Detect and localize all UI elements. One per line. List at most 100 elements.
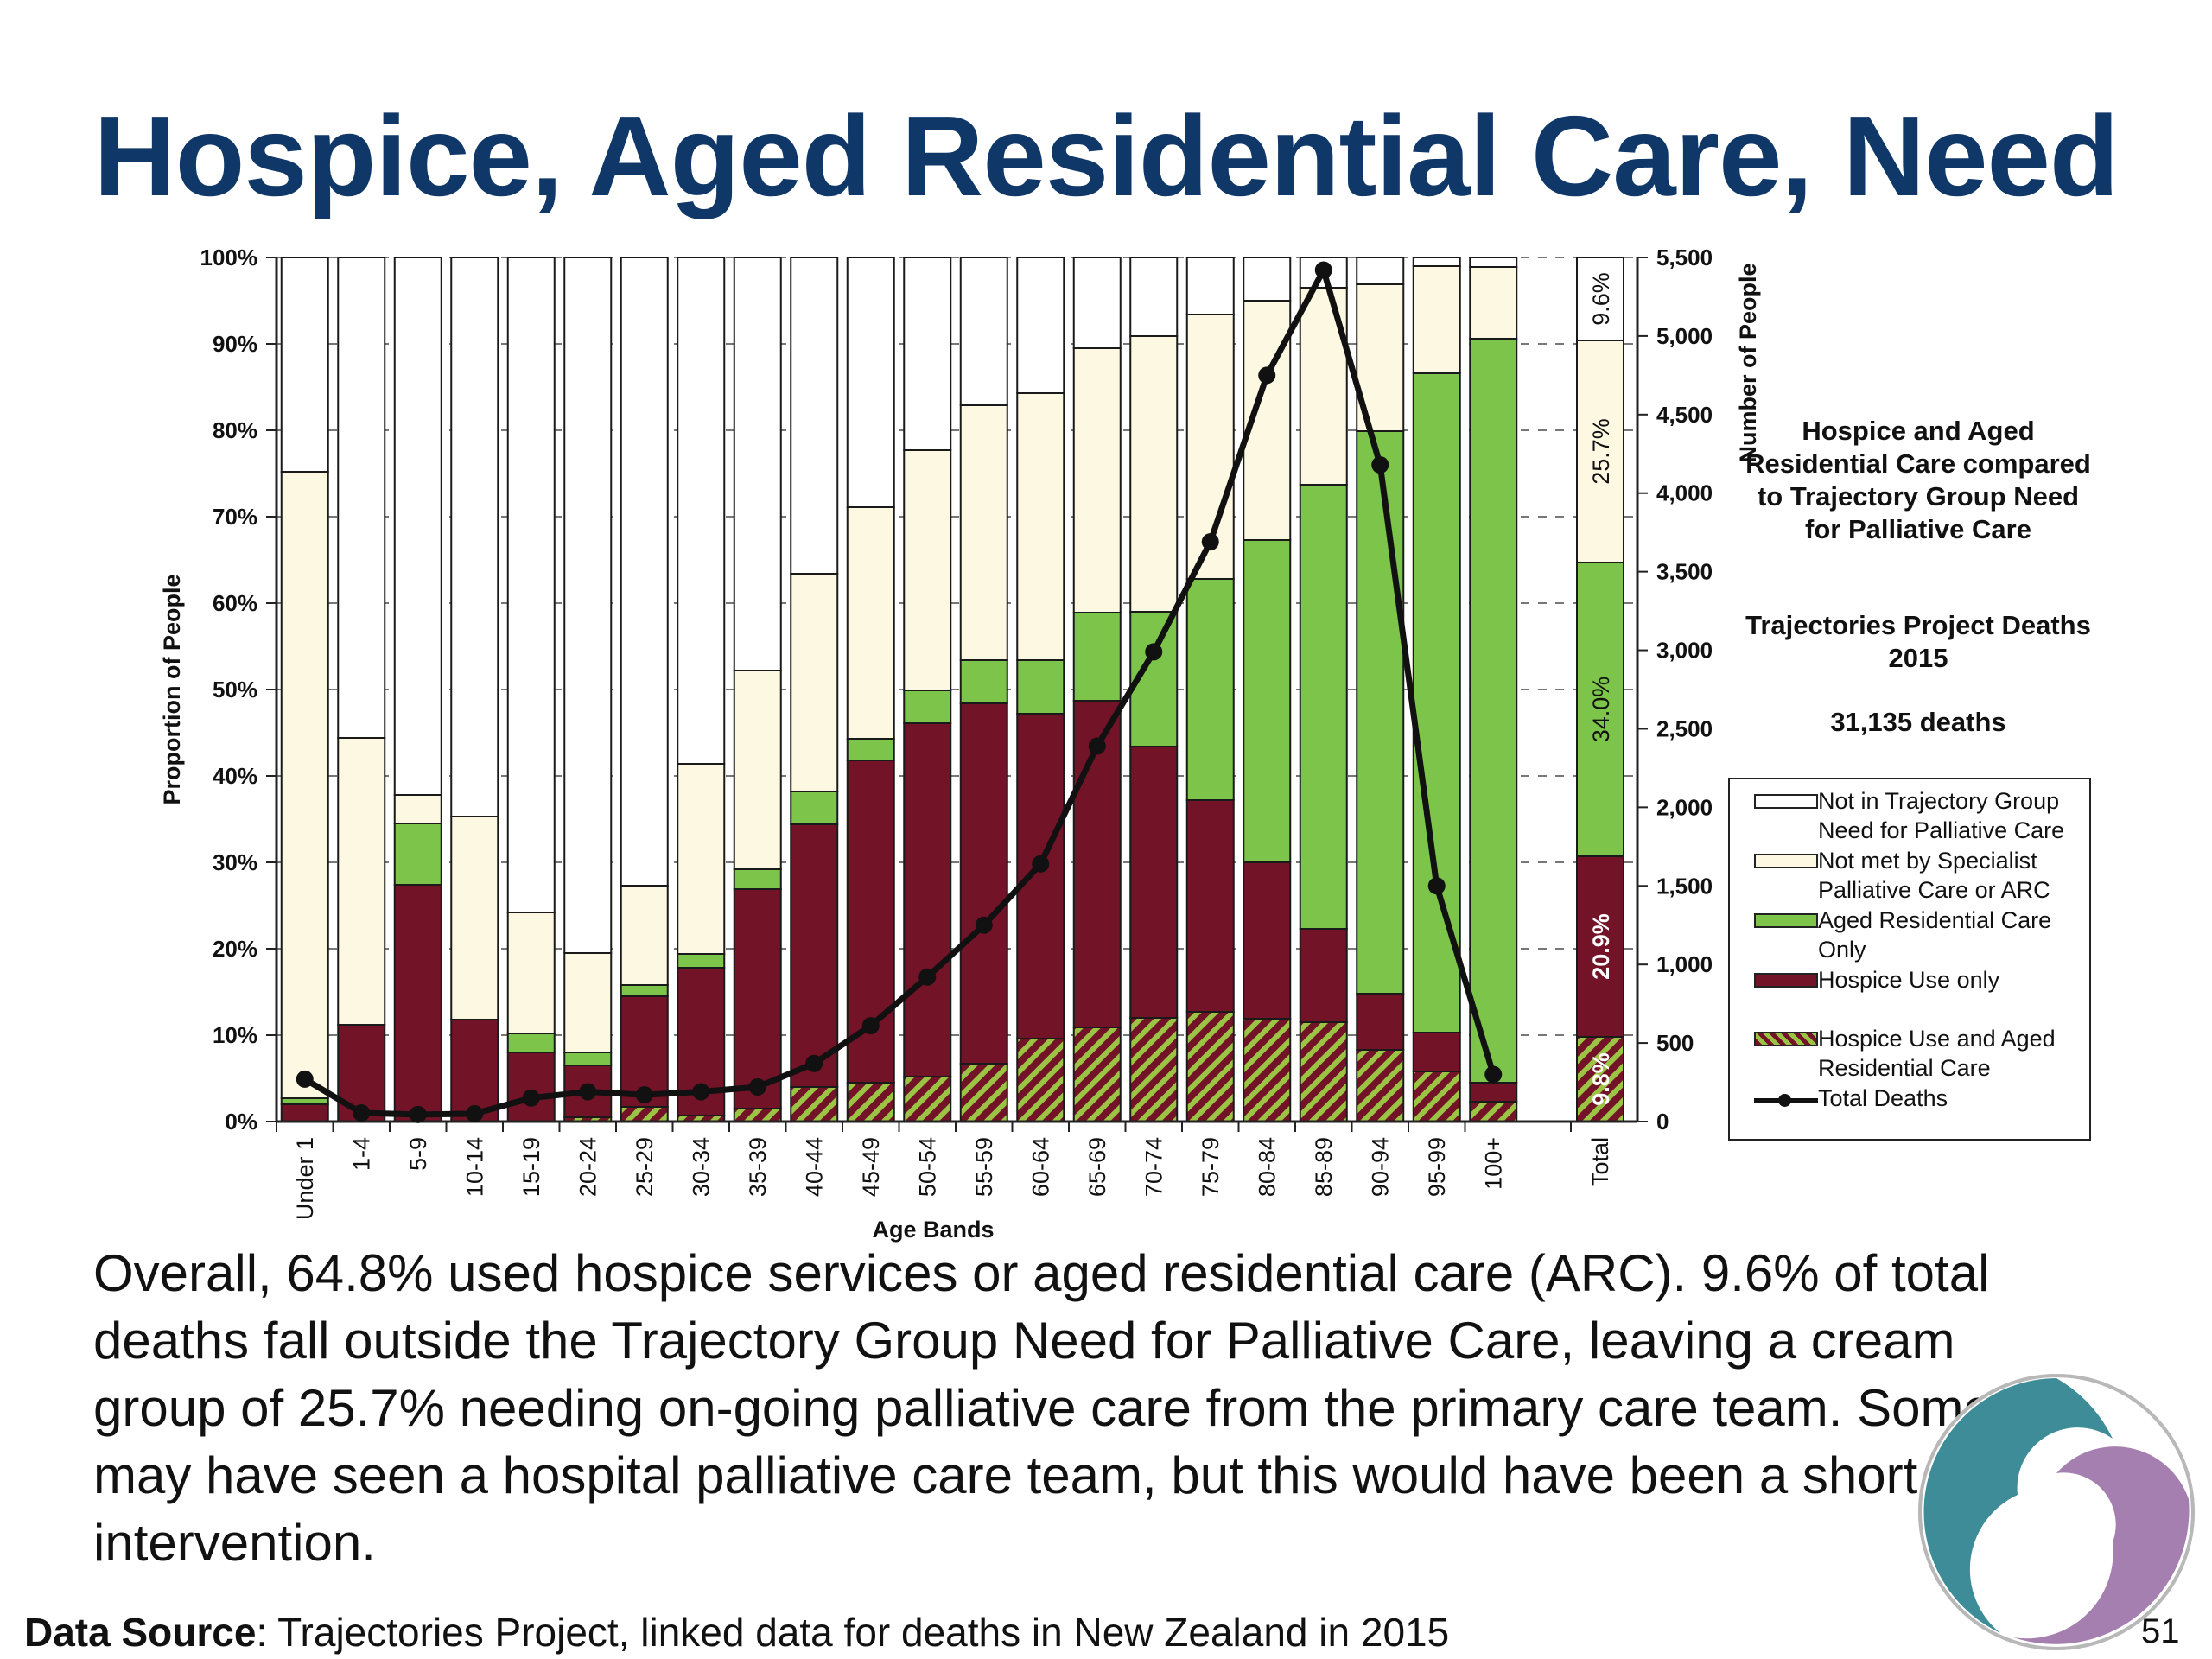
- total-deaths-point: [975, 916, 993, 934]
- x-tick-label: 60-64: [1027, 1137, 1053, 1197]
- x-tick-label: 5-9: [405, 1137, 431, 1171]
- bar-segment-not-met: [280, 471, 329, 1099]
- legend-swatch-white: [1754, 794, 1818, 809]
- bar-segment-hospice-arc: [620, 1106, 669, 1122]
- total-deaths-line: [302, 267, 1497, 1118]
- bar-segment-not-met: [733, 670, 782, 870]
- x-tick-label: 90-94: [1367, 1137, 1393, 1197]
- bar-segment-hospice-only: [393, 884, 442, 1122]
- bar-segment-not-met: [846, 506, 895, 740]
- bar-segment-hospice-only: [620, 995, 669, 1108]
- total-deaths-point: [522, 1089, 540, 1107]
- bar-segment-hospice-only: [1412, 1032, 1461, 1072]
- total-deaths-point: [1314, 261, 1332, 279]
- x-tick-label: 35-39: [745, 1137, 771, 1197]
- x-tick-label: 20-24: [575, 1137, 601, 1197]
- bar-segment-not-met: [1072, 347, 1122, 613]
- x-tick-label: 25-29: [632, 1137, 658, 1197]
- y-tick-label: 10%: [213, 1022, 257, 1048]
- bar-segment-not-in-group: [1016, 257, 1065, 394]
- bar-segment-not-in-group: [903, 257, 952, 451]
- bar-segment-hospice-arc: [846, 1082, 895, 1122]
- bar-segment-hospice-only: [903, 722, 952, 1077]
- bar-segment-not-in-group: [393, 257, 442, 796]
- bar-segment-not-in-group: [1129, 257, 1179, 337]
- total-deaths-point: [1145, 643, 1163, 661]
- bar-segment-hospice-only: [1185, 799, 1235, 1013]
- y2-tick-label: 5,500: [1656, 245, 1713, 270]
- bar-segment-hospice-only: [506, 1052, 556, 1122]
- bar-segment-arc-only: [1356, 430, 1405, 995]
- x-tick-label: 85-89: [1311, 1137, 1337, 1197]
- total-deaths-point: [635, 1086, 653, 1104]
- bar-segment-arc-only: [563, 1052, 613, 1066]
- y2-tick-label: 500: [1656, 1030, 1694, 1056]
- bar-segment-hospice-only: [733, 888, 782, 1109]
- bar-segment-arc-only: [620, 984, 669, 997]
- legend-label: Hospice Use only: [1818, 967, 2000, 993]
- total-deaths-point: [1088, 737, 1106, 755]
- chart-legend: Not in Trajectory Group Need for Palliat…: [1728, 778, 2091, 1141]
- legend-label: Not in Trajectory Group Need for Palliat…: [1818, 788, 2065, 843]
- bar-segment-hospice-arc: [733, 1108, 782, 1122]
- legend-swatch-green: [1754, 913, 1818, 928]
- bar-segment-arc-only: [1412, 372, 1461, 1033]
- bar-segment-hospice-arc: [1016, 1038, 1065, 1122]
- total-deaths-point: [1032, 855, 1050, 873]
- legend-swatch-maroon: [1754, 973, 1818, 988]
- x-tick-label: 10-14: [461, 1137, 487, 1197]
- y-tick-label: 100%: [200, 245, 258, 270]
- bar-segment-not-met: [506, 912, 556, 1034]
- bar-segment-arc-only: [1469, 338, 1518, 1084]
- total-deaths-point: [466, 1104, 484, 1122]
- total-deaths-point: [805, 1054, 823, 1072]
- bar-segment-hospice-arc: [790, 1086, 839, 1122]
- bar-segment-not-met: [620, 885, 669, 986]
- side-panel-title: Hospice and Aged Residential Care compar…: [1745, 416, 2091, 544]
- total-segment-label: 20.9%: [1588, 913, 1614, 980]
- bar-segment-not-met: [1469, 266, 1518, 340]
- page-number: 51: [2141, 1612, 2180, 1650]
- y2-tick-label: 1,500: [1656, 873, 1713, 899]
- x-tick-label: 75-79: [1198, 1137, 1224, 1197]
- y2-tick-label: 2,000: [1656, 794, 1713, 820]
- bar-segment-arc-only: [733, 868, 782, 890]
- bar-segment-not-met: [1016, 392, 1065, 661]
- bar-segment-arc-only: [1185, 578, 1235, 801]
- bar-segment-arc-only: [1072, 612, 1122, 702]
- y2-tick-label: 0: [1656, 1109, 1669, 1135]
- bar-segment-hospice-only: [1299, 928, 1348, 1023]
- y-tick-label: 80%: [213, 417, 257, 443]
- bar-segment-not-met: [1412, 265, 1461, 374]
- body-paragraph: Overall, 64.8% used hospice services or …: [93, 1244, 1993, 1572]
- y-tick-label: 30%: [213, 849, 257, 875]
- total-deaths-point: [861, 1017, 880, 1035]
- legend-label: Aged Residential Care Only: [1818, 907, 2052, 963]
- total-deaths-point: [692, 1083, 710, 1101]
- x-tick-label: 100+: [1480, 1137, 1506, 1190]
- bar-segment-not-in-group: [337, 257, 386, 739]
- total-segment-label: 34.0%: [1588, 677, 1614, 743]
- x-tick-label: 15-19: [518, 1137, 544, 1197]
- bar-segment-hospice-only: [790, 823, 839, 1088]
- bar-segment-not-met: [903, 449, 952, 691]
- bar-segment-not-met: [337, 737, 386, 1026]
- bar-segment-not-in-group: [1072, 257, 1122, 349]
- x-axis-title: Age Bands: [872, 1217, 994, 1243]
- total-deaths-point: [296, 1070, 314, 1088]
- bar-segment-not-in-group: [790, 257, 839, 575]
- legend-label: Not met by Specialist Palliative Care or…: [1818, 848, 2050, 903]
- y-tick-label: 50%: [213, 677, 257, 702]
- x-tick-label: 65-69: [1084, 1137, 1110, 1197]
- total-deaths-point: [579, 1083, 597, 1101]
- bar-segment-not-in-group: [677, 257, 726, 765]
- bar-segment-not-in-group: [846, 257, 895, 508]
- x-tick-label: 30-34: [688, 1137, 714, 1197]
- bar-segment-not-in-group: [733, 257, 782, 671]
- total-segment-label: 9.6%: [1588, 272, 1614, 326]
- bar-segment-hospice-only: [1576, 855, 1624, 1038]
- bar-segment-arc-only: [280, 1097, 329, 1105]
- bar-segment-not-met: [790, 573, 839, 792]
- x-tick-label: Under 1: [292, 1137, 318, 1220]
- bar-segment-arc-only: [1243, 539, 1292, 863]
